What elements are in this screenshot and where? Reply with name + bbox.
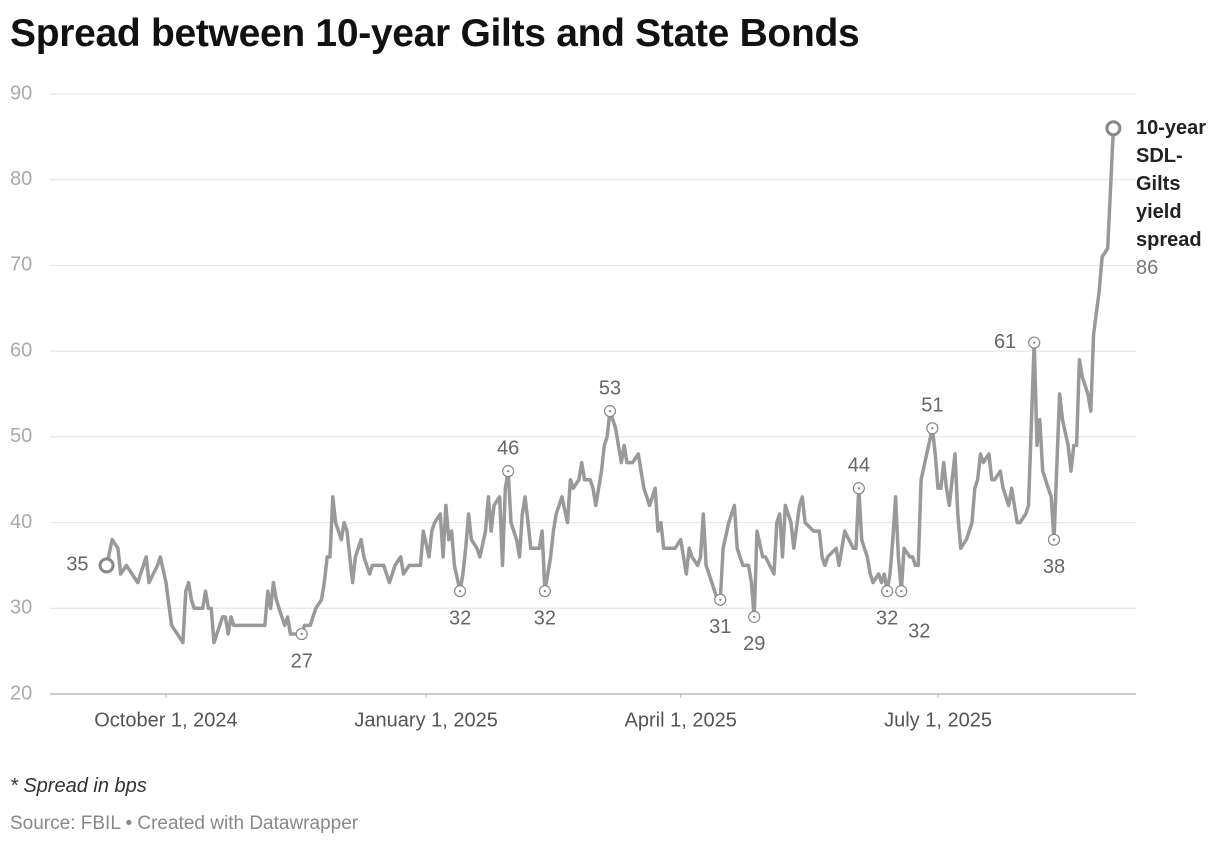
annotation-label: 53 [599,377,621,399]
y-tick-label: 20 [10,682,32,704]
annotation-label: 31 [709,616,731,638]
annotation-label: 61 [994,331,1016,353]
annotation-dot [1032,341,1036,344]
y-tick-label: 70 [10,254,32,276]
annotation-label: 38 [1043,556,1065,578]
annotation-label: 46 [497,437,519,459]
end-value-label: 86 [1136,257,1159,279]
x-tick-label: July 1, 2025 [884,709,992,731]
series-line [104,128,1116,645]
annotation-dot [608,409,612,413]
x-tick-label: January 1, 2025 [354,709,497,731]
y-tick-label: 90 [10,82,32,104]
annotation-dot [719,598,722,601]
annotation-dot [857,487,861,490]
y-tick-label: 30 [10,597,32,619]
y-tick-label: 80 [10,168,32,190]
annotation-label: 32 [449,607,471,629]
x-tick-label: October 1, 2024 [94,709,237,731]
annotation-label: 32 [908,620,930,642]
annotation-label: 29 [743,633,765,655]
annotation-label: 51 [921,395,943,417]
annotation-dot [885,589,889,593]
annotation-dot [300,632,303,636]
annotation-dot [1052,538,1056,541]
annotation-label: 32 [534,607,556,629]
annotation-dot [458,589,462,593]
series-end-label: 10-year SDL-Gilts yield spread 86 [1136,114,1212,282]
source: Source: FBIL • Created with Datawrapper [10,813,359,834]
y-tick-label: 60 [10,339,32,361]
annotation-dot [753,615,756,619]
annotation-dot [506,469,510,473]
annotation-label: 27 [291,650,313,672]
annotation-dot [543,589,547,593]
annotation-dot [900,589,903,593]
annotation-dot [931,427,934,430]
chart-title: Spread between 10-year Gilts and State B… [10,12,860,55]
y-tick-label: 50 [10,425,32,447]
annotation-label: 44 [848,455,870,477]
annotation-label: 32 [876,607,898,629]
footnote: * Spread in bps [10,775,147,797]
series-name: 10-year SDL-Gilts yield spread [1136,117,1207,251]
y-tick-label: 40 [10,511,32,533]
annotation-label: 35 [66,554,88,576]
x-tick-label: April 1, 2025 [625,709,737,731]
